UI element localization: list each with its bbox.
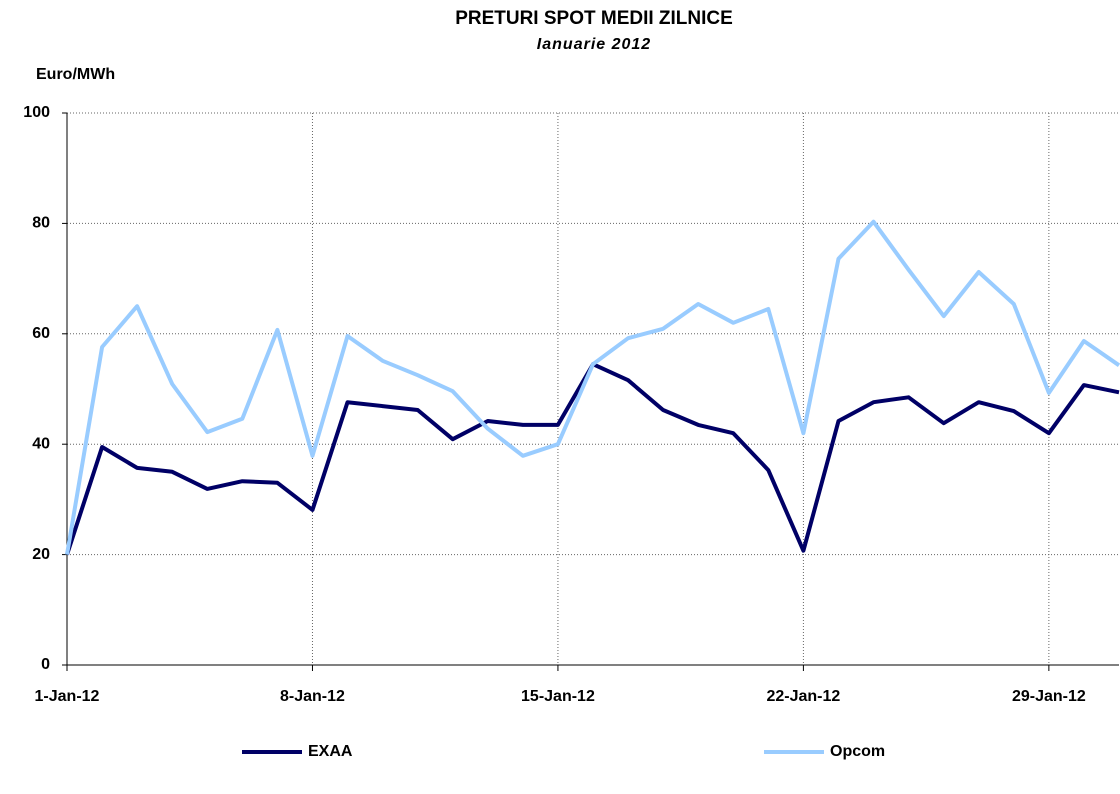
- chart-subtitle: Ianuarie 2012: [537, 36, 651, 53]
- chart-title: PRETURI SPOT MEDII ZILNICE: [455, 8, 733, 29]
- x-tick-label: 15-Jan-12: [521, 688, 595, 705]
- x-tick-label: 29-Jan-12: [1012, 688, 1086, 705]
- y-tick-label: 20: [32, 546, 50, 563]
- y-tick-label: 40: [32, 435, 50, 452]
- x-tick-label: 22-Jan-12: [766, 688, 840, 705]
- y-axis-label: Euro/MWh: [36, 66, 115, 83]
- x-tick-label: 1-Jan-12: [35, 688, 100, 705]
- x-tick-label: 8-Jan-12: [280, 688, 345, 705]
- y-tick-label: 100: [23, 104, 50, 121]
- y-tick-label: 80: [32, 215, 50, 232]
- y-tick-label: 60: [32, 325, 50, 342]
- y-tick-label: 0: [41, 656, 50, 673]
- legend-label: EXAA: [308, 743, 353, 760]
- legend-label: Opcom: [830, 743, 885, 760]
- data-line: [65, 219, 1120, 555]
- data-line: [65, 362, 1120, 556]
